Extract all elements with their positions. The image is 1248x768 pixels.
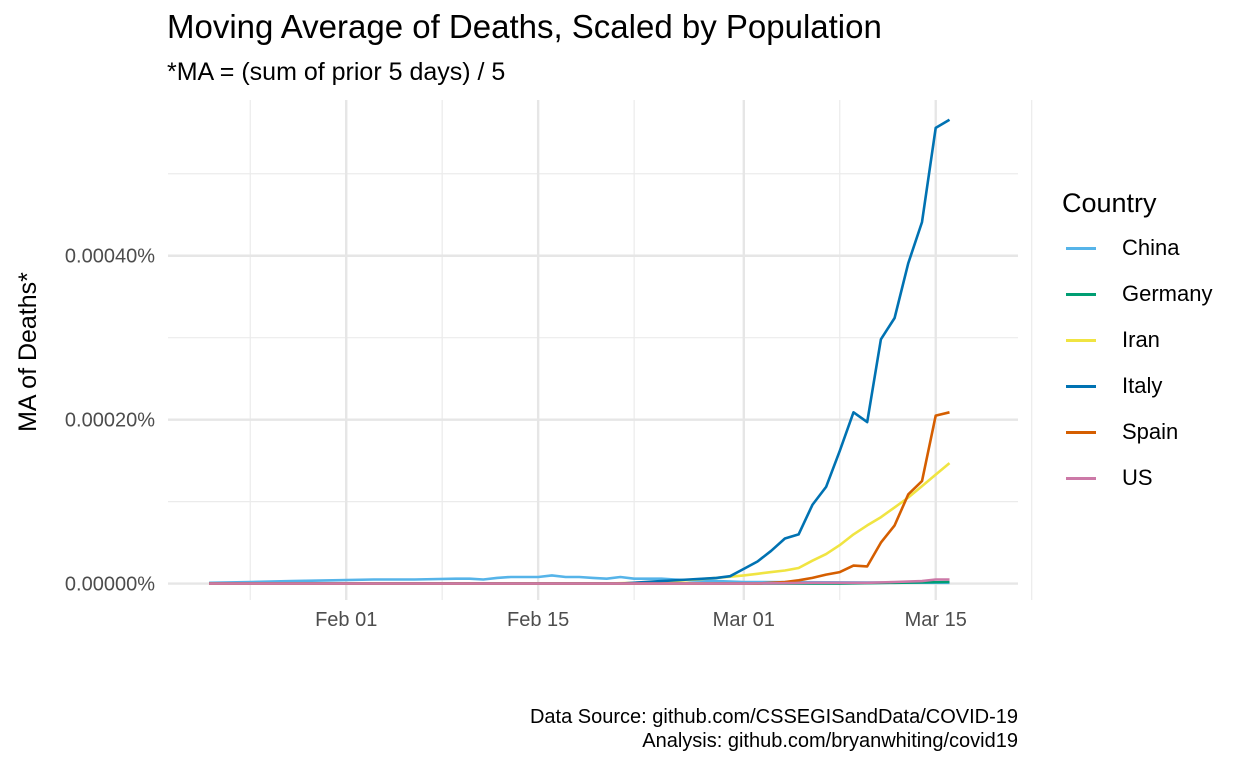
x-tick-label: Feb 15 <box>507 609 569 631</box>
series-line-us <box>209 578 950 585</box>
caption-analysis: Analysis: github.com/bryanwhiting/covid1… <box>642 730 1018 752</box>
series-line-italy <box>209 118 951 585</box>
legend-item-spain: Spain <box>1062 419 1178 467</box>
series-line-iran <box>209 462 951 585</box>
legend-label: China <box>1122 235 1180 260</box>
chart-title: Moving Average of Deaths, Scaled by Popu… <box>167 8 882 45</box>
legend: Country China Germany Iran Italy Spain US <box>1062 188 1212 513</box>
legend-item-italy: Italy <box>1062 373 1162 421</box>
series-line-spain <box>209 411 950 585</box>
x-tick-label: Mar 01 <box>713 609 775 631</box>
legend-label: Iran <box>1122 327 1160 352</box>
legend-item-china: China <box>1062 235 1179 283</box>
legend-label: US <box>1122 465 1153 490</box>
y-tick-label: 0.00000% <box>65 574 155 596</box>
x-tick-label: Mar 15 <box>905 609 967 631</box>
legend-swatch <box>1066 385 1096 388</box>
legend-swatch <box>1066 431 1096 434</box>
legend-item-germany: Germany <box>1062 281 1212 329</box>
legend-swatch <box>1066 293 1096 296</box>
x-tick-label: Feb 01 <box>315 609 377 631</box>
legend-title: Country <box>1062 188 1157 218</box>
legend-swatch <box>1066 247 1096 250</box>
legend-swatch <box>1066 339 1096 342</box>
legend-label: Germany <box>1122 281 1213 306</box>
legend-label: Italy <box>1122 373 1163 398</box>
y-tick-label: 0.00020% <box>65 410 155 432</box>
legend-item-iran: Iran <box>1062 327 1160 375</box>
chart-subtitle: *MA = (sum of prior 5 days) / 5 <box>167 58 506 86</box>
series-line-china <box>209 574 950 585</box>
legend-label: Spain <box>1122 419 1179 444</box>
caption: Data Source: github.com/CSSEGISandData/C… <box>530 705 1018 753</box>
y-axis-label: MA of Deaths* <box>14 272 42 432</box>
y-tick-label: 0.00040% <box>65 246 155 268</box>
legend-swatch <box>1066 477 1096 480</box>
legend-item-us: US <box>1062 465 1157 513</box>
caption-data-source: Data Source: github.com/CSSEGISandData/C… <box>529 706 1018 728</box>
